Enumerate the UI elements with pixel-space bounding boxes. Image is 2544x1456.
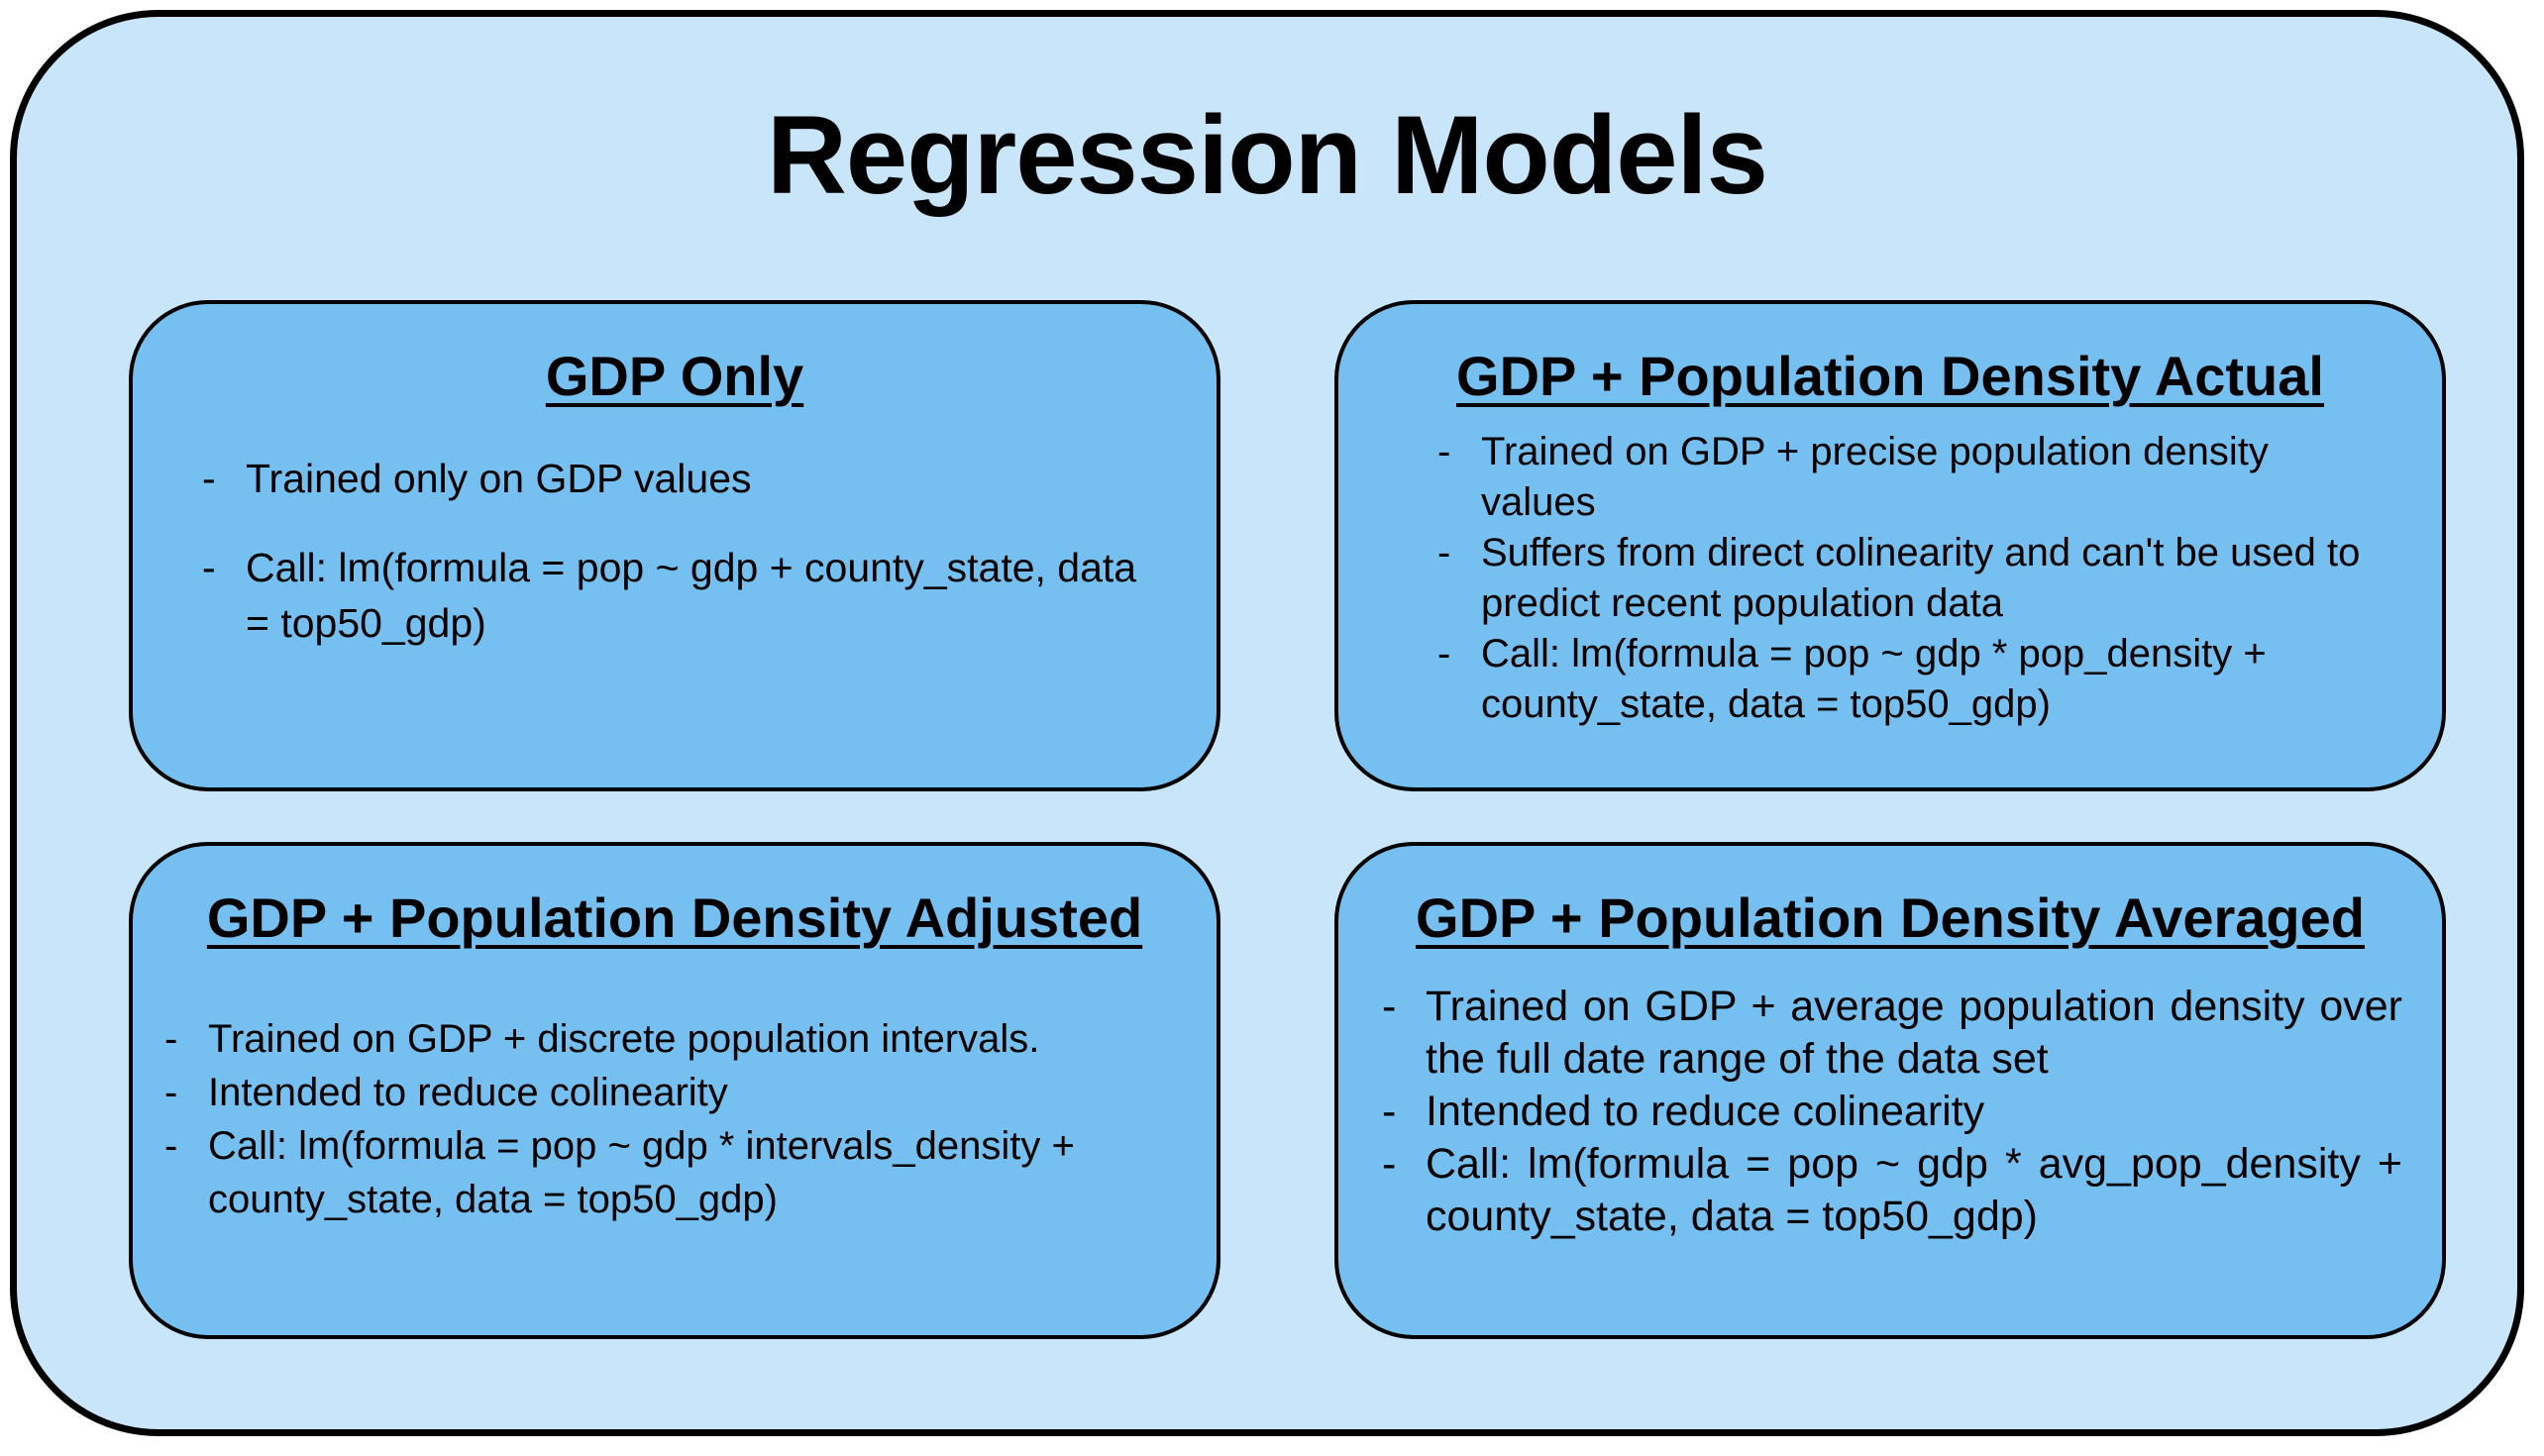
bullet-marker: - — [1382, 983, 1397, 1030]
bullet-list: - Trained only on GDP values - Call: lm(fo… — [202, 451, 1157, 651]
card-title: GDP + Population Density Averaged — [1416, 886, 2365, 949]
bullet-text: Trained on GDP + average population dens… — [1426, 983, 2402, 1083]
bullet-marker: - — [164, 1124, 178, 1168]
bullet-marker: - — [164, 1017, 178, 1061]
bullet-list: - Trained on GDP + average population den… — [1382, 981, 2402, 1243]
list-item: - Trained on GDP + average population den… — [1382, 981, 2402, 1086]
bullet-text: Call: lm(formula = pop ~ gdp * pop_densi… — [1481, 632, 2267, 726]
bullet-text: Call: lm(formula = pop ~ gdp * intervals… — [208, 1124, 1075, 1221]
bullet-marker: - — [1437, 430, 1451, 473]
list-item: - Trained on GDP + discrete population in… — [164, 1012, 1177, 1066]
bullet-text: Call: lm(formula = pop ~ gdp * avg_pop_d… — [1426, 1140, 2402, 1240]
bullet-marker: - — [202, 456, 216, 501]
list-item: - Intended to reduce colinearity — [164, 1066, 1177, 1119]
bullet-text: Intended to reduce colinearity — [1426, 1088, 1985, 1135]
bullet-marker: - — [1437, 531, 1451, 574]
bullet-text: Suffers from direct colinearity and can'… — [1481, 531, 2361, 625]
bullet-marker: - — [1437, 632, 1451, 676]
bullet-list: - Trained on GDP + discrete population in… — [164, 1012, 1177, 1226]
card-title: GDP + Population Density Adjusted — [206, 886, 1143, 949]
list-item: - Call: lm(formula = pop ~ gdp * interval… — [164, 1119, 1177, 1226]
card-population-density-averaged: GDP + Population Density Averaged - Train… — [1334, 842, 2446, 1339]
bullet-text: Trained only on GDP values — [246, 456, 752, 501]
bullet-marker: - — [202, 545, 216, 590]
card-title: GDP Only — [545, 345, 804, 407]
list-item: - Call: lm(formula = pop ~ gdp + county_s… — [202, 540, 1157, 651]
page-title: Regression Models — [767, 93, 1768, 217]
bullet-list: - Trained on GDP + precise population den… — [1437, 427, 2392, 730]
card-gdp-only: GDP Only - Trained only on GDP values - Ca… — [129, 300, 1220, 791]
card-title: GDP + Population Density Actual — [1456, 345, 2324, 407]
regression-models-panel: Regression Models GDP Only - Trained only… — [10, 10, 2524, 1436]
bullet-text: Trained on GDP + precise population dens… — [1481, 430, 2269, 524]
list-item: - Trained on GDP + precise population den… — [1437, 427, 2392, 528]
list-item: - Call: lm(formula = pop ~ gdp * pop_dens… — [1437, 629, 2392, 730]
card-population-density-actual: GDP + Population Density Actual - Trained… — [1334, 300, 2446, 791]
bullet-text: Trained on GDP + discrete population int… — [208, 1017, 1040, 1061]
list-item: - Call: lm(formula = pop ~ gdp * avg_pop_… — [1382, 1138, 2402, 1243]
bullet-text: Intended to reduce colinearity — [208, 1071, 728, 1114]
bullet-marker: - — [1382, 1088, 1397, 1135]
list-item: - Trained only on GDP values — [202, 451, 1157, 506]
card-population-density-adjusted: GDP + Population Density Adjusted - Train… — [129, 842, 1220, 1339]
list-item: - Suffers from direct colinearity and can… — [1437, 528, 2392, 629]
bullet-text: Call: lm(formula = pop ~ gdp + county_st… — [246, 545, 1137, 646]
list-item: - Intended to reduce colinearity — [1382, 1086, 2402, 1138]
bullet-marker: - — [164, 1071, 178, 1114]
bullet-marker: - — [1382, 1140, 1397, 1188]
